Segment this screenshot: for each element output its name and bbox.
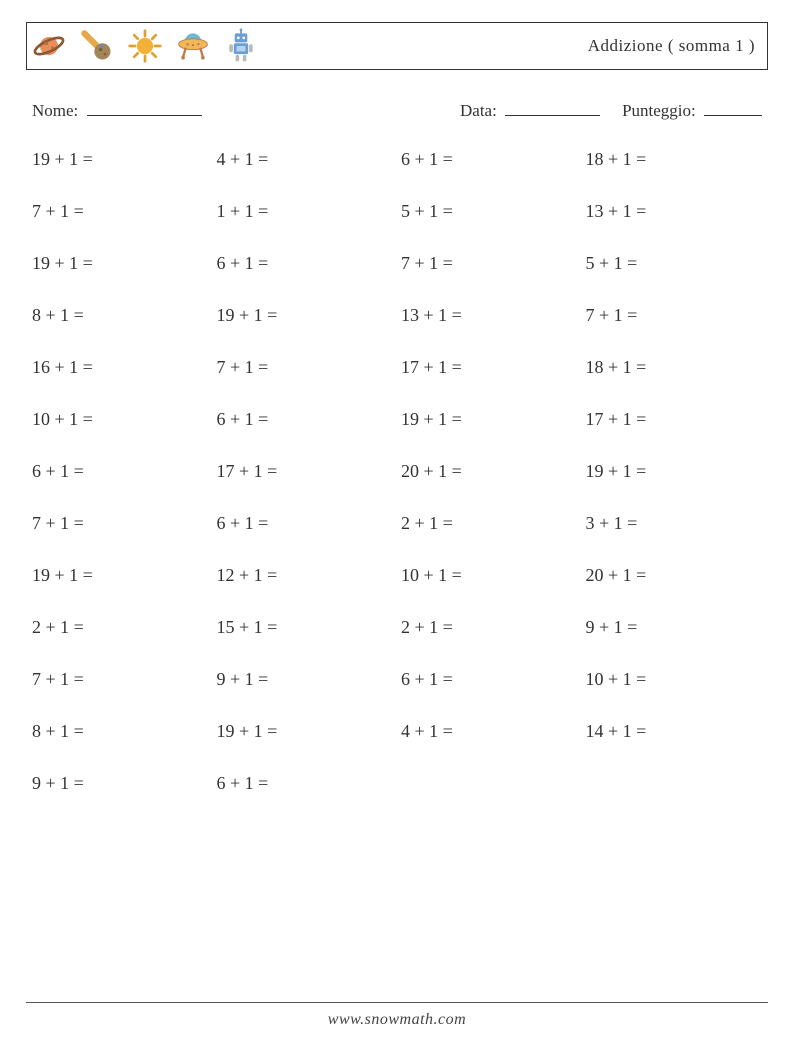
problem-cell: 18 + 1 = xyxy=(586,357,763,378)
worksheet-page: Addizione ( somma 1 ) Nome: Data: Punteg… xyxy=(0,0,794,794)
sun-icon xyxy=(127,28,163,64)
problems-grid: 19 + 1 = 4 + 1 = 6 + 1 = 18 + 1 = 7 + 1 = 1 +… xyxy=(26,149,768,794)
problem-cell: 6 + 1 = xyxy=(401,149,578,170)
name-field: Nome: xyxy=(32,98,202,121)
problem-cell: 19 + 1 = xyxy=(586,461,763,482)
problem-cell: 19 + 1 = xyxy=(217,721,394,742)
date-blank[interactable] xyxy=(505,98,600,116)
problem-cell: 10 + 1 = xyxy=(586,669,763,690)
problem-cell: 5 + 1 = xyxy=(586,253,763,274)
problem-cell: 6 + 1 = xyxy=(217,773,394,794)
ufo-icon xyxy=(175,28,211,64)
problem-cell: 8 + 1 = xyxy=(32,721,209,742)
problem-row: 7 + 1 = 1 + 1 = 5 + 1 = 13 + 1 = xyxy=(32,201,762,222)
problem-cell: 15 + 1 = xyxy=(217,617,394,638)
problem-cell: 9 + 1 = xyxy=(32,773,209,794)
problem-cell: 6 + 1 = xyxy=(217,513,394,534)
problem-cell: 19 + 1 = xyxy=(32,253,209,274)
problem-row: 8 + 1 = 19 + 1 = 13 + 1 = 7 + 1 = xyxy=(32,305,762,326)
problem-cell: 6 + 1 = xyxy=(217,253,394,274)
header-box: Addizione ( somma 1 ) xyxy=(26,22,768,70)
problem-cell: 19 + 1 = xyxy=(32,565,209,586)
problem-cell: 4 + 1 = xyxy=(217,149,394,170)
problem-cell: 2 + 1 = xyxy=(401,617,578,638)
problem-cell: 4 + 1 = xyxy=(401,721,578,742)
name-blank[interactable] xyxy=(87,98,202,116)
date-label: Data: xyxy=(460,101,497,120)
problem-cell: 18 + 1 = xyxy=(586,149,763,170)
problem-cell: 13 + 1 = xyxy=(401,305,578,326)
problem-cell: 6 + 1 = xyxy=(32,461,209,482)
problem-cell: 16 + 1 = xyxy=(32,357,209,378)
problem-cell: 7 + 1 = xyxy=(401,253,578,274)
problem-cell: 20 + 1 = xyxy=(401,461,578,482)
problem-row: 7 + 1 = 9 + 1 = 6 + 1 = 10 + 1 = xyxy=(32,669,762,690)
problem-cell: 7 + 1 = xyxy=(217,357,394,378)
problem-cell: 9 + 1 = xyxy=(217,669,394,690)
problem-cell: 17 + 1 = xyxy=(586,409,763,430)
problem-cell: 20 + 1 = xyxy=(586,565,763,586)
problem-cell: 12 + 1 = xyxy=(217,565,394,586)
problem-row: 8 + 1 = 19 + 1 = 4 + 1 = 14 + 1 = xyxy=(32,721,762,742)
comet-icon xyxy=(79,28,115,64)
planet-icon xyxy=(31,28,67,64)
problem-row: 10 + 1 = 6 + 1 = 19 + 1 = 17 + 1 = xyxy=(32,409,762,430)
score-blank[interactable] xyxy=(704,98,762,116)
problem-row: 19 + 1 = 4 + 1 = 6 + 1 = 18 + 1 = xyxy=(32,149,762,170)
problem-row: 19 + 1 = 6 + 1 = 7 + 1 = 5 + 1 = xyxy=(32,253,762,274)
problem-row: 2 + 1 = 15 + 1 = 2 + 1 = 9 + 1 = xyxy=(32,617,762,638)
problem-cell xyxy=(401,773,578,794)
problem-cell: 5 + 1 = xyxy=(401,201,578,222)
problem-cell: 3 + 1 = xyxy=(586,513,763,534)
problem-cell xyxy=(586,773,763,794)
problem-cell: 19 + 1 = xyxy=(401,409,578,430)
problem-cell: 10 + 1 = xyxy=(401,565,578,586)
problem-row: 7 + 1 = 6 + 1 = 2 + 1 = 3 + 1 = xyxy=(32,513,762,534)
problem-cell: 14 + 1 = xyxy=(586,721,763,742)
score-label: Punteggio: xyxy=(622,101,696,120)
problem-cell: 6 + 1 = xyxy=(217,409,394,430)
problem-cell: 7 + 1 = xyxy=(32,201,209,222)
problem-cell: 17 + 1 = xyxy=(217,461,394,482)
problem-cell: 19 + 1 = xyxy=(217,305,394,326)
problem-cell: 10 + 1 = xyxy=(32,409,209,430)
date-field: Data: xyxy=(460,98,600,121)
robot-icon xyxy=(223,28,259,64)
problem-cell: 2 + 1 = xyxy=(32,617,209,638)
problem-cell: 17 + 1 = xyxy=(401,357,578,378)
problem-cell: 9 + 1 = xyxy=(586,617,763,638)
problem-cell: 1 + 1 = xyxy=(217,201,394,222)
problem-cell: 7 + 1 = xyxy=(586,305,763,326)
footer-url: www.snowmath.com xyxy=(328,1011,466,1028)
problem-row: 9 + 1 = 6 + 1 = xyxy=(32,773,762,794)
score-field: Punteggio: xyxy=(622,98,762,121)
problem-cell: 7 + 1 = xyxy=(32,513,209,534)
problem-row: 19 + 1 = 12 + 1 = 10 + 1 = 20 + 1 = xyxy=(32,565,762,586)
problem-cell: 2 + 1 = xyxy=(401,513,578,534)
worksheet-title: Addizione ( somma 1 ) xyxy=(588,36,755,56)
header-icons xyxy=(31,27,259,65)
problem-cell: 6 + 1 = xyxy=(401,669,578,690)
problem-row: 6 + 1 = 17 + 1 = 20 + 1 = 19 + 1 = xyxy=(32,461,762,482)
problem-cell: 19 + 1 = xyxy=(32,149,209,170)
name-label: Nome: xyxy=(32,101,78,120)
info-row: Nome: Data: Punteggio: xyxy=(26,98,768,121)
problem-cell: 7 + 1 = xyxy=(32,669,209,690)
problem-row: 16 + 1 = 7 + 1 = 17 + 1 = 18 + 1 = xyxy=(32,357,762,378)
problem-cell: 8 + 1 = xyxy=(32,305,209,326)
footer: www.snowmath.com xyxy=(26,1002,768,1029)
problem-cell: 13 + 1 = xyxy=(586,201,763,222)
